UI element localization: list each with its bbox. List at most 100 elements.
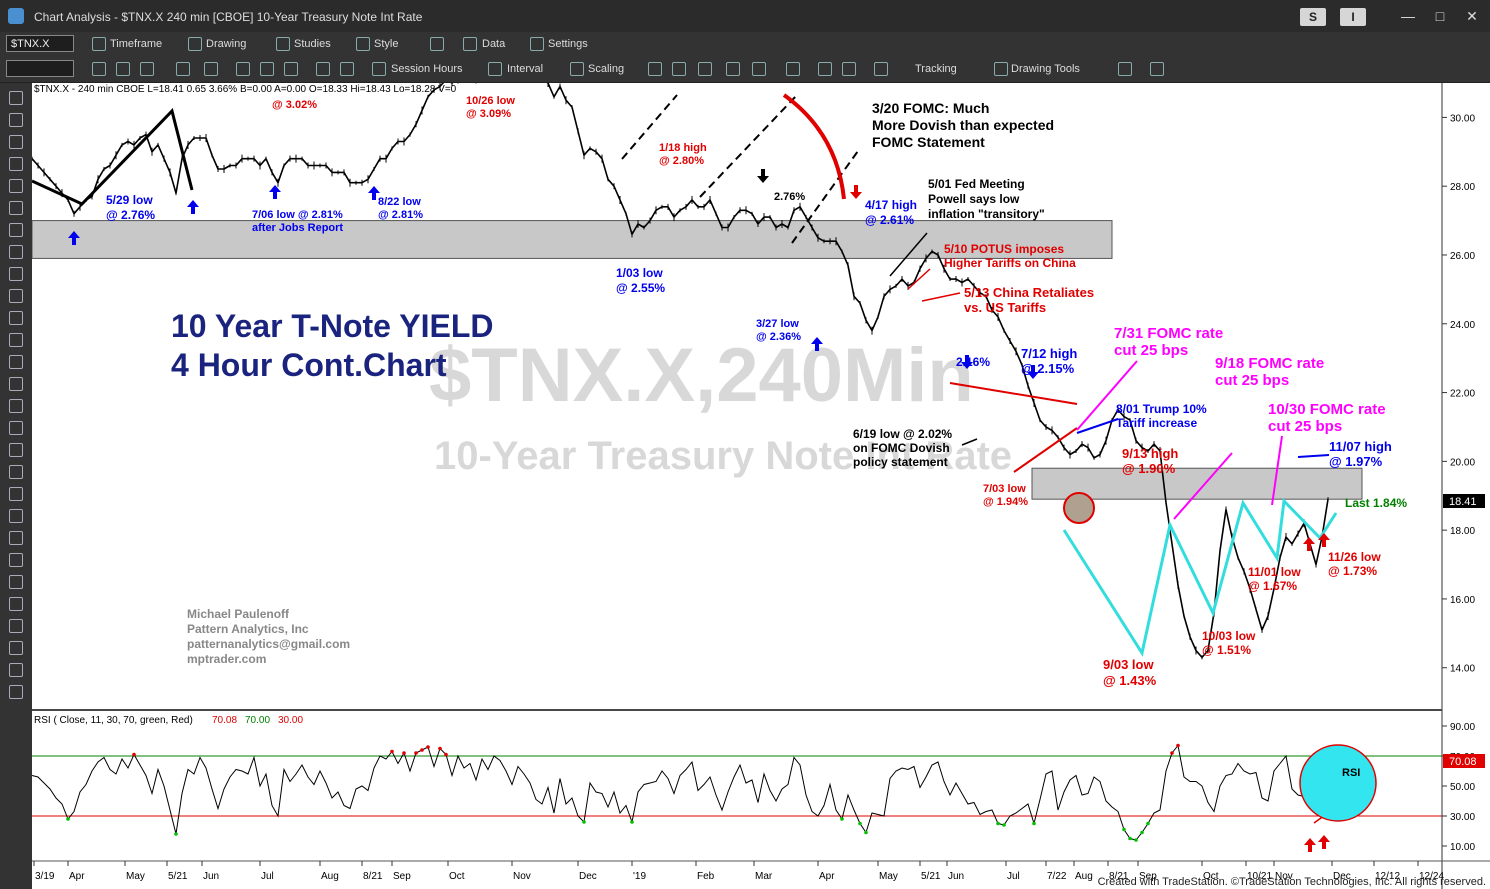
x-tick-label-0: 3/19 — [35, 871, 55, 882]
drawing-tool-1-icon[interactable] — [9, 113, 23, 127]
drawing-tool-10-icon[interactable] — [9, 311, 23, 325]
annotation-3: 5/29 low — [106, 193, 153, 207]
layers-icon[interactable] — [176, 62, 190, 76]
export-icon[interactable] — [1118, 62, 1132, 76]
timeframe-menu[interactable]: Timeframe — [110, 38, 163, 50]
settings-menu[interactable]: Settings — [548, 38, 588, 50]
drawing-tool-11-icon[interactable] — [9, 333, 23, 347]
drawing-tool-3-icon[interactable] — [9, 157, 23, 171]
drawing-tool-23-icon[interactable] — [9, 597, 23, 611]
grid-icon[interactable] — [340, 62, 354, 76]
minimize-icon[interactable]: — — [1401, 8, 1415, 24]
drawing-tool-0-icon[interactable] — [9, 91, 23, 105]
data-icon[interactable] — [463, 37, 477, 51]
credit-email: patternanalytics@gmail.com — [187, 637, 350, 651]
scaling-icon[interactable] — [570, 62, 584, 76]
x-tick-label-25: 10/21 — [1247, 871, 1272, 882]
compress-icon[interactable] — [786, 62, 800, 76]
x-tick-label-27: Dec — [1333, 871, 1351, 882]
zoom-in-icon[interactable] — [818, 62, 832, 76]
drawing-tool-22-icon[interactable] — [9, 575, 23, 589]
drawing-tool-21-icon[interactable] — [9, 553, 23, 567]
rsi-extreme-point-139 — [864, 830, 868, 835]
style-menu[interactable]: Style — [374, 38, 399, 50]
layout-icon[interactable] — [430, 37, 444, 51]
drawing-tool-8-icon[interactable] — [9, 267, 23, 281]
print-icon[interactable] — [236, 62, 250, 76]
annotation-51: 11/01 low — [1248, 565, 1301, 579]
annotation-35: 10/30 FOMC rate — [1268, 401, 1386, 418]
tariff-pointer — [1076, 418, 1119, 434]
style-icon[interactable] — [356, 37, 370, 51]
link-dropdown[interactable] — [6, 60, 74, 77]
drawing-tools-icon[interactable] — [994, 62, 1008, 76]
drawing-tool-5-icon[interactable] — [9, 201, 23, 215]
refresh-icon[interactable] — [92, 62, 106, 76]
drawing-tool-4-icon[interactable] — [9, 179, 23, 193]
drawing-tool-20-icon[interactable] — [9, 531, 23, 545]
price-tick-label-3: 24.00 — [1450, 320, 1475, 331]
price-tick-label-6: 18.00 — [1450, 526, 1475, 537]
chart-icon[interactable] — [116, 62, 130, 76]
maximize-icon[interactable]: □ — [1435, 8, 1445, 24]
rsi-extreme-point-162 — [1002, 823, 1006, 827]
drawing-menu[interactable]: Drawing — [206, 38, 247, 50]
window-icon[interactable] — [140, 62, 154, 76]
interval-menu[interactable]: Interval — [507, 63, 544, 75]
tracking-icon[interactable] — [874, 62, 888, 76]
sync-icon[interactable] — [204, 62, 218, 76]
drawing-tool-16-icon[interactable] — [9, 443, 23, 457]
symbol-input[interactable]: $TNX.X — [6, 35, 74, 52]
drawing-tool-19-icon[interactable] — [9, 509, 23, 523]
annotation-19: @ 2.61% — [865, 213, 914, 227]
drawing-tool-2-icon[interactable] — [9, 135, 23, 149]
annotation-26: 3/27 low — [756, 318, 799, 330]
find-icon[interactable] — [284, 62, 298, 76]
drawing-tool-7-icon[interactable] — [9, 245, 23, 259]
i-link-button[interactable]: I — [1340, 8, 1366, 26]
volume-icon[interactable] — [752, 62, 766, 76]
drawing-tool-17-icon[interactable] — [9, 465, 23, 479]
drawing-tool-26-icon[interactable] — [9, 663, 23, 677]
drawing-tool-14-icon[interactable] — [9, 399, 23, 413]
session-hours-menu[interactable]: Session Hours — [391, 63, 463, 75]
data-menu[interactable]: Data — [482, 38, 506, 50]
drawing-tool-24-icon[interactable] — [9, 619, 23, 633]
timeframe-icon[interactable] — [92, 37, 106, 51]
line-style-icon[interactable] — [698, 62, 712, 76]
settings-gear-icon[interactable] — [530, 37, 544, 51]
save-icon[interactable] — [260, 62, 274, 76]
drawing-tool-25-icon[interactable] — [9, 641, 23, 655]
studies-icon[interactable] — [276, 37, 290, 51]
drawing-tool-15-icon[interactable] — [9, 421, 23, 435]
drawing-tool-18-icon[interactable] — [9, 487, 23, 501]
interval-icon[interactable] — [488, 62, 502, 76]
rsi-bubble-label: RSI — [1342, 767, 1360, 779]
drawing-icon[interactable] — [188, 37, 202, 51]
session-icon[interactable] — [372, 62, 386, 76]
studies-menu[interactable]: Studies — [294, 38, 331, 50]
drawing-tools-menu[interactable]: Drawing Tools — [1011, 63, 1080, 75]
drawing-tool-6-icon[interactable] — [9, 223, 23, 237]
tracking-menu[interactable]: Tracking — [915, 63, 957, 75]
alert-icon[interactable] — [316, 62, 330, 76]
cloud-icon[interactable] — [1150, 62, 1164, 76]
annotation-11: 2.76% — [774, 191, 805, 203]
annotation-32: 2.16% — [956, 355, 990, 369]
rsi-value-current: 70.08 — [212, 715, 237, 726]
drawing-tool-13-icon[interactable] — [9, 377, 23, 391]
drawing-tool-9-icon[interactable] — [9, 289, 23, 303]
price-chart[interactable]: $TNX.X,240Min 10-Year Treasury Note Int … — [32, 83, 1490, 889]
s-link-button[interactable]: S — [1300, 8, 1326, 26]
drawing-tool-27-icon[interactable] — [9, 685, 23, 699]
rsi-extreme-point-167 — [1032, 821, 1036, 826]
ohlc-icon[interactable] — [726, 62, 740, 76]
zoom-out-icon[interactable] — [842, 62, 856, 76]
bar-style-icon[interactable] — [648, 62, 662, 76]
up-arrow-4 — [811, 337, 823, 351]
candle-icon[interactable] — [672, 62, 686, 76]
close-icon[interactable]: ✕ — [1466, 8, 1478, 24]
drawing-tool-12-icon[interactable] — [9, 355, 23, 369]
annotation-39: 6/19 low @ 2.02% — [853, 427, 952, 441]
scaling-menu[interactable]: Scaling — [588, 63, 625, 75]
